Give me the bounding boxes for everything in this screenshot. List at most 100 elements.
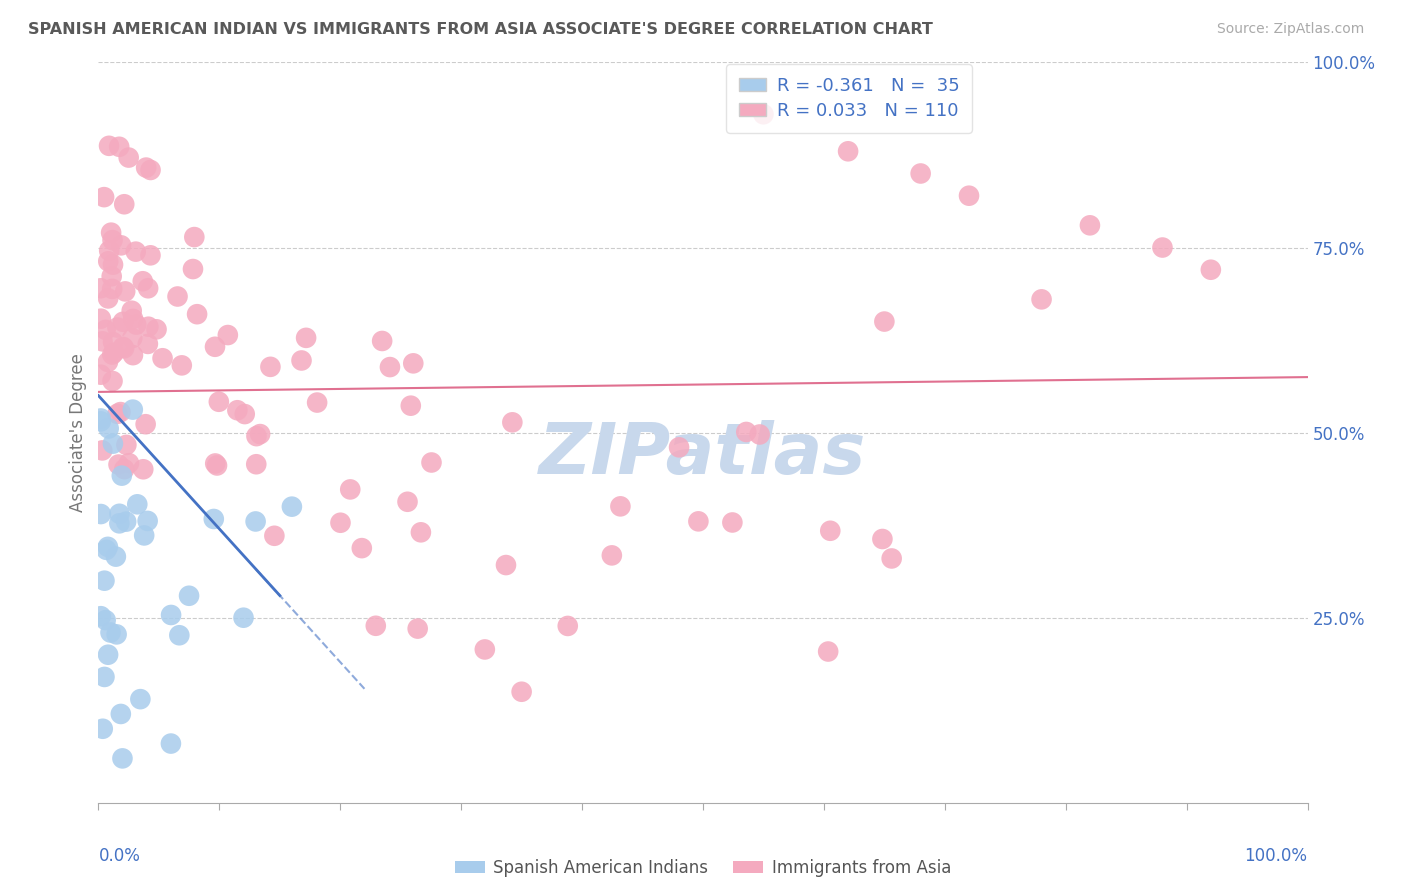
Point [90,609,112,624]
Point [110,405,132,419]
Point [101,334,124,349]
Point [1152,240,1174,255]
Point [139,163,162,178]
Point [135,161,157,175]
Text: 100.0%: 100.0% [1244,847,1308,865]
Point [295,331,318,345]
Point [364,619,387,633]
Point [100,226,122,240]
Point [118,456,141,470]
Point [121,303,143,318]
Point [378,360,401,375]
Point [132,462,155,476]
Point [132,274,155,288]
Point [121,402,143,417]
Point [96,542,118,557]
Point [873,314,896,328]
Point [98,244,121,258]
Point [817,644,839,658]
Point [90,507,112,521]
Point [121,331,143,345]
Point [108,140,131,154]
Point [752,107,775,121]
Point [90,368,112,382]
Point [495,558,517,572]
Point [101,233,124,247]
Point [98,138,121,153]
Point [103,345,125,359]
Point [181,262,204,277]
Point [122,311,145,326]
Point [169,628,191,642]
Y-axis label: Associate's Degree: Associate's Degree [69,353,87,512]
Point [329,516,352,530]
Point [1031,293,1053,307]
Point [93,574,115,588]
Point [245,429,267,443]
Point [91,334,114,349]
Point [135,417,157,432]
Point [152,351,174,366]
Point [112,341,135,355]
Point [668,440,690,454]
Point [91,443,114,458]
Legend: R = -0.361   N =  35, R = 0.033   N = 110: R = -0.361 N = 35, R = 0.033 N = 110 [725,64,972,133]
Point [127,497,149,511]
Point [100,625,122,640]
Point [170,359,193,373]
Point [101,374,124,388]
Point [420,455,443,469]
Point [110,238,132,252]
Point [122,348,145,362]
Point [226,403,249,417]
Point [183,230,205,244]
Point [97,292,120,306]
Point [91,722,114,736]
Legend: Spanish American Indians, Immigrants from Asia: Spanish American Indians, Immigrants fro… [449,853,957,884]
Point [396,495,419,509]
Point [118,151,141,165]
Point [90,281,112,295]
Point [281,500,304,514]
Point [204,457,226,471]
Point [97,254,120,268]
Point [93,190,115,204]
Point [245,515,267,529]
Text: 0.0%: 0.0% [98,847,141,865]
Point [259,359,281,374]
Point [101,258,124,272]
Point [160,737,183,751]
Point [115,438,138,452]
Point [107,458,129,472]
Point [249,427,271,442]
Point [880,551,903,566]
Point [721,516,744,530]
Point [111,315,134,329]
Text: SPANISH AMERICAN INDIAN VS IMMIGRANTS FROM ASIA ASSOCIATE'S DEGREE CORRELATION C: SPANISH AMERICAN INDIAN VS IMMIGRANTS FR… [28,22,934,37]
Point [474,642,496,657]
Point [910,166,932,180]
Point [290,353,312,368]
Point [748,427,770,442]
Point [90,414,112,428]
Point [90,411,112,425]
Point [186,307,208,321]
Point [217,328,239,343]
Point [97,648,120,662]
Point [97,355,120,369]
Point [134,528,156,542]
Point [101,282,124,296]
Point [105,627,128,641]
Point [600,549,623,563]
Point [245,457,267,471]
Point [1199,262,1222,277]
Point [125,318,148,332]
Text: ZIPatlas: ZIPatlas [540,420,866,490]
Point [94,613,117,627]
Point [93,670,115,684]
Point [112,462,135,476]
Point [406,622,429,636]
Point [115,515,138,529]
Point [107,320,129,334]
Point [112,197,135,211]
